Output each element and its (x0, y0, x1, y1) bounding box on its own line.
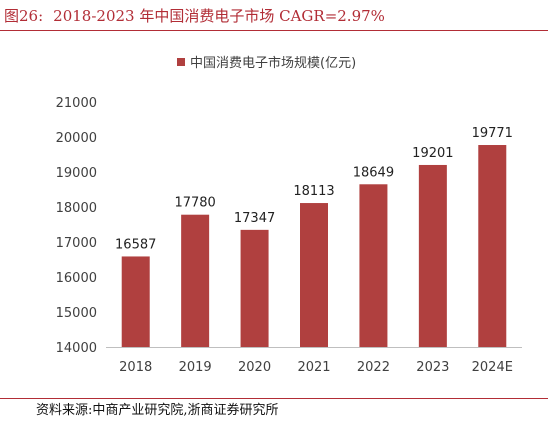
figure-title: 图26: 2018-2023 年中国消费电子市场 CAGR=2.97% (4, 6, 385, 26)
x-tick-label: 2023 (416, 360, 449, 375)
title-divider (0, 30, 548, 31)
data-label: 18113 (293, 184, 334, 199)
data-label: 17780 (174, 196, 215, 211)
data-label: 18649 (353, 165, 394, 180)
bar (181, 214, 210, 347)
y-tick-label: 17000 (56, 236, 97, 251)
y-tick-label: 20000 (56, 131, 97, 146)
bar (359, 184, 388, 347)
bar (478, 145, 507, 347)
legend: 中国消费电子市场规模(亿元) (177, 55, 356, 71)
bar (418, 164, 447, 347)
x-axis: 2018 2019 2020 2021 2022 2023 2024E (106, 347, 522, 375)
y-tick-label: 16000 (56, 271, 97, 286)
legend-label: 中国消费电子市场规模(亿元) (190, 55, 356, 71)
x-tick-label: 2019 (179, 360, 212, 375)
figure-label: 图26: (4, 7, 44, 25)
y-tick-label: 19000 (56, 166, 97, 181)
y-tick-label: 14000 (56, 341, 97, 356)
bar-chart: 中国消费电子市场规模(亿元) 14000 15000 16000 17000 18000… (56, 55, 522, 375)
bars (121, 145, 507, 347)
y-tick-label: 18000 (56, 201, 97, 216)
data-labels: 16587 17780 17347 18113 18649 19201 19771 (115, 126, 513, 252)
data-label: 16587 (115, 237, 156, 252)
data-label: 17347 (234, 211, 275, 226)
bar (240, 229, 269, 347)
x-tick-label: 2021 (297, 360, 330, 375)
x-tick-label: 2022 (357, 360, 390, 375)
x-tick-label: 2024E (472, 360, 513, 375)
bar (121, 256, 150, 347)
bar (300, 203, 328, 347)
y-tick-label: 21000 (56, 96, 97, 111)
figure-title-text: 2018-2023 年中国消费电子市场 CAGR=2.97% (53, 7, 385, 25)
data-label: 19201 (412, 146, 453, 161)
source-note: 资料来源:中商产业研究院,浙商证券研究所 (36, 403, 279, 418)
y-axis: 14000 15000 16000 17000 18000 19000 20000 21000 (56, 96, 97, 356)
data-label: 19771 (472, 126, 513, 141)
source-divider (0, 398, 548, 399)
x-tick-label: 2020 (238, 360, 271, 375)
legend-swatch (177, 58, 185, 66)
x-tick-label: 2018 (119, 360, 152, 375)
y-tick-label: 15000 (56, 306, 97, 321)
